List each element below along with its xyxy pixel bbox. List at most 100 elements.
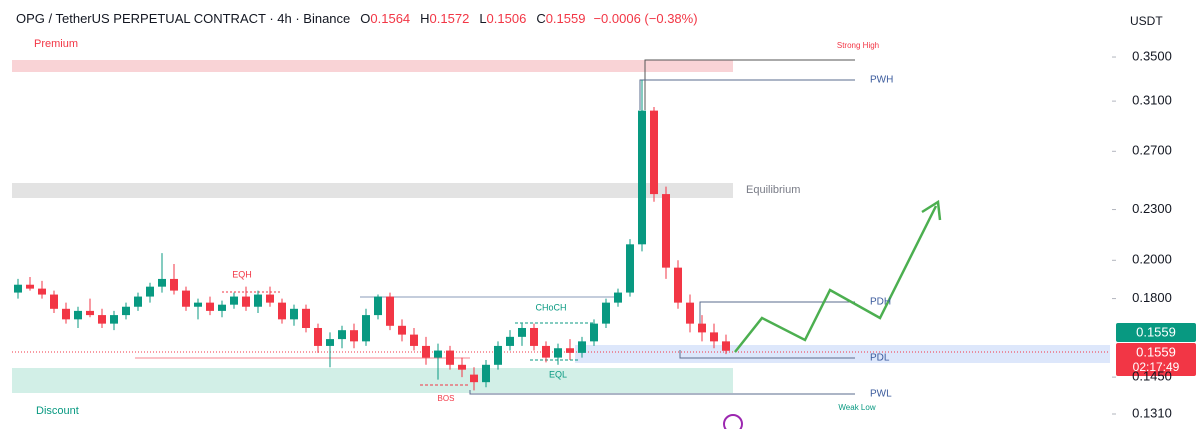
- candle-body: [122, 306, 130, 316]
- candle-body: [74, 310, 82, 320]
- candle-body: [14, 284, 22, 293]
- candle-body: [374, 296, 382, 316]
- candle-body: [290, 308, 298, 320]
- candle-body: [422, 345, 430, 358]
- y-tick-label: 0.3100: [1132, 93, 1172, 108]
- candle-body: [206, 302, 214, 311]
- icon[interactable]: [723, 414, 743, 429]
- candle-body: [302, 308, 310, 328]
- candle-body: [110, 315, 118, 324]
- candle-body: [482, 364, 490, 383]
- candle-body: [518, 327, 526, 337]
- pdh-line: [699, 301, 855, 330]
- candle-body: [314, 327, 322, 346]
- candle-body: [134, 296, 142, 307]
- candle-body: [350, 330, 358, 342]
- y-tick-label: 0.1450: [1132, 369, 1172, 384]
- candle-body: [62, 308, 70, 320]
- price-badge-label: 0.1559: [1136, 324, 1176, 339]
- candle-body: [602, 302, 610, 324]
- header-item: 0.1572: [430, 11, 470, 26]
- annotation: EQL: [549, 369, 567, 379]
- candle-body: [266, 294, 274, 303]
- candle-body: [554, 348, 562, 358]
- candle-body: [566, 348, 574, 353]
- candle-body: [194, 302, 202, 307]
- candle-body: [686, 302, 694, 324]
- candle-body: [434, 350, 442, 358]
- candle-body: [386, 296, 394, 326]
- candles: [14, 80, 730, 391]
- annotation: PDL: [870, 353, 890, 364]
- strong-high-line: [644, 59, 855, 110]
- candle-body: [698, 323, 706, 333]
- annotation: Weak Low: [838, 403, 875, 412]
- pwl-line: [469, 390, 855, 395]
- candle-body: [146, 286, 154, 297]
- candle-body: [626, 244, 634, 293]
- candle-body: [362, 315, 370, 342]
- last-price-label: 0.1559: [1136, 344, 1176, 359]
- candle-body: [230, 296, 238, 305]
- candle-body: [614, 292, 622, 303]
- header-item: −0.0006 (−0.38%): [593, 11, 697, 26]
- candle-body: [542, 345, 550, 358]
- structure-lines: [12, 59, 1110, 395]
- candle-body: [506, 336, 514, 346]
- annotation: PDH: [870, 297, 891, 308]
- candle-body: [98, 315, 106, 324]
- annotation: Strong High: [837, 41, 879, 50]
- premium-zone: [12, 60, 733, 72]
- annotation: EQH: [232, 269, 252, 279]
- annotation: Discount: [36, 405, 79, 417]
- last-price-badge: [1116, 343, 1196, 376]
- candle-body: [638, 110, 646, 245]
- equilibrium-zone: [12, 183, 733, 198]
- pdl-zone: [575, 345, 1110, 363]
- annotation: Equilibrium: [746, 184, 800, 196]
- candle-body: [38, 288, 46, 295]
- candle-body: [722, 341, 730, 351]
- candle-body: [86, 310, 94, 316]
- candle-body: [446, 350, 454, 365]
- y-tick-label: 0.2700: [1132, 143, 1172, 158]
- price-badge: [1116, 323, 1196, 342]
- header-item: 0.1506: [487, 11, 527, 26]
- header-item: 0.1564: [370, 11, 410, 26]
- header: OPG / TetherUS PERPETUAL CONTRACT · 4h ·…: [16, 11, 698, 26]
- y-tick-label: 0.1310: [1132, 405, 1172, 420]
- y-tick-label: 0.1800: [1132, 290, 1172, 305]
- candle-body: [170, 278, 178, 291]
- candle-body: [278, 302, 286, 320]
- candle-body: [398, 325, 406, 335]
- y-tick-label: 0.2000: [1132, 252, 1172, 267]
- header-item: C: [536, 11, 545, 26]
- annotation: BOS: [438, 394, 455, 403]
- candle-body: [674, 267, 682, 303]
- y-tick-label: 0.2300: [1132, 201, 1172, 216]
- candle-body: [458, 364, 466, 370]
- candle-body: [338, 330, 346, 340]
- header-item: OPG / TetherUS PERPETUAL CONTRACT · 4h ·…: [16, 11, 350, 26]
- header-item: 0.1559: [546, 11, 586, 26]
- pdl-line: [679, 350, 855, 359]
- candle-body: [218, 304, 226, 311]
- candle-body: [494, 345, 502, 365]
- arrow-head: [921, 199, 942, 221]
- countdown-label: 02:17:49: [1133, 360, 1180, 374]
- currency: USDT: [1130, 14, 1163, 28]
- pwh-line: [639, 79, 855, 110]
- projection-arrow: [734, 205, 938, 353]
- annotation: Premium: [34, 38, 78, 50]
- candle-body: [410, 334, 418, 346]
- annotation: CHoCH: [535, 302, 566, 312]
- y-tick-label: 0.3500: [1132, 48, 1172, 63]
- candle-body: [650, 110, 658, 195]
- candle-body: [242, 296, 250, 307]
- candle-body: [254, 294, 262, 307]
- candle-body: [158, 278, 166, 287]
- discount-zone: [12, 368, 733, 393]
- candle-body: [530, 327, 538, 346]
- candle-body: [662, 194, 670, 268]
- candle-body: [26, 284, 34, 289]
